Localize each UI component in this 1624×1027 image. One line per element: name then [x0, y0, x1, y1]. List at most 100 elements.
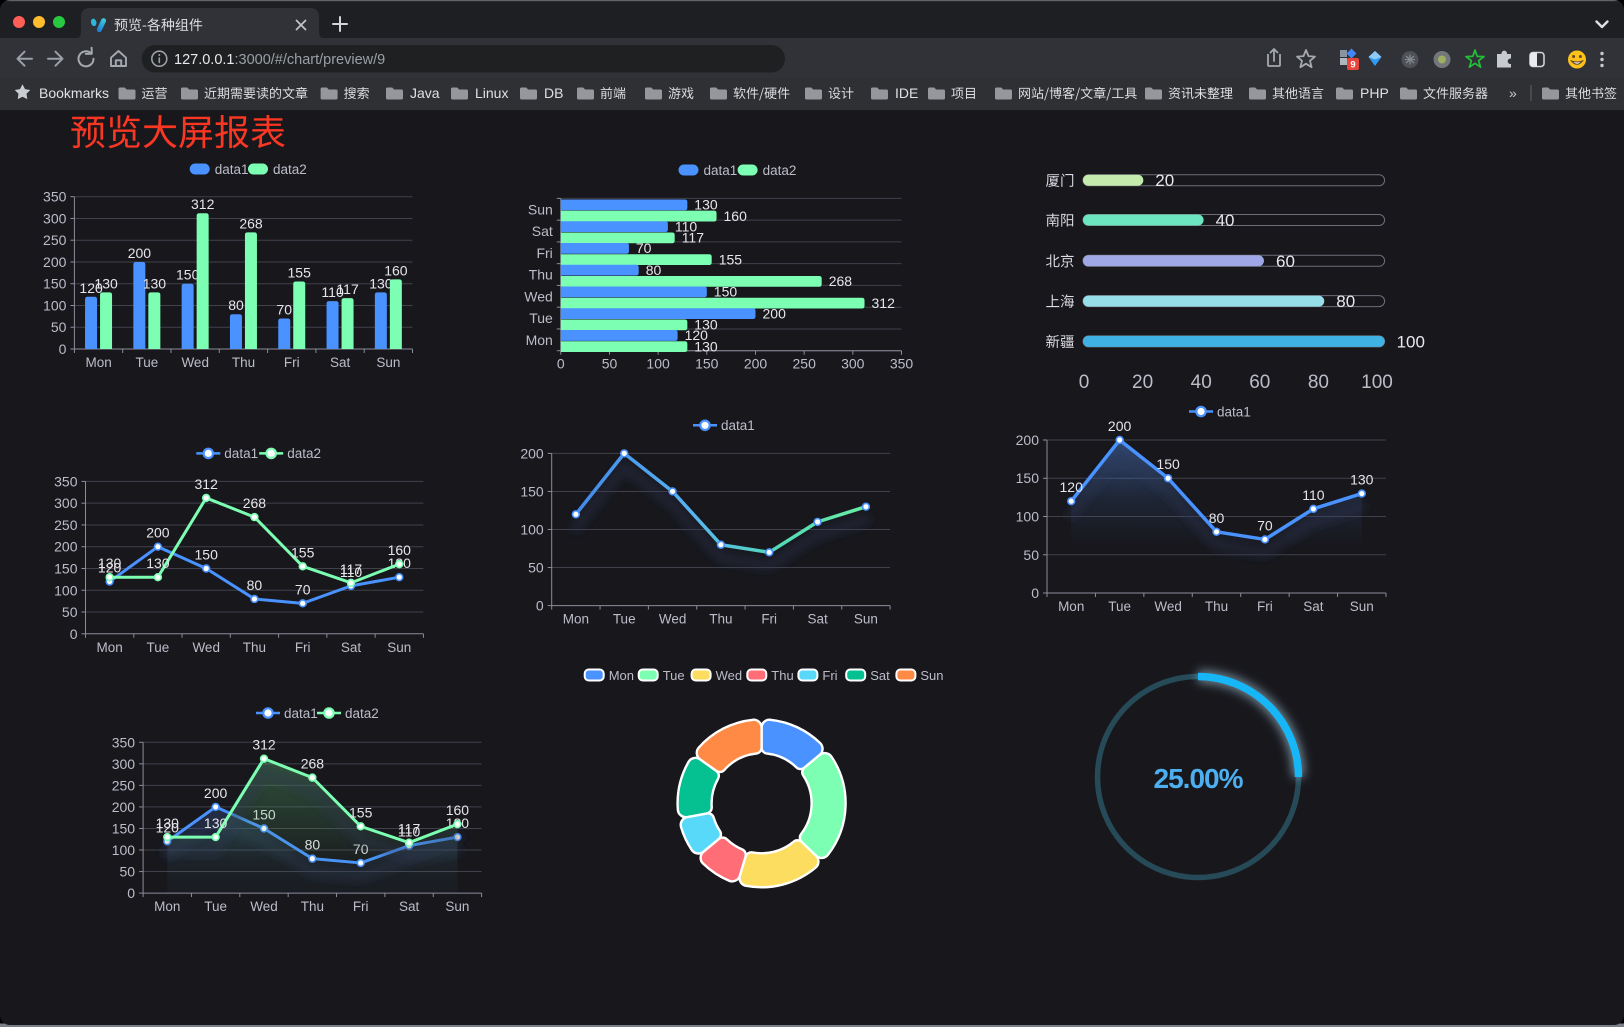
svg-text:Mon: Mon	[609, 668, 634, 683]
svg-text:155: 155	[291, 544, 315, 560]
svg-text:50: 50	[528, 560, 544, 576]
svg-text:Sun: Sun	[387, 640, 411, 655]
svg-text:0: 0	[536, 598, 544, 614]
svg-text:Mon: Mon	[526, 332, 553, 348]
svg-text:110: 110	[398, 824, 421, 840]
svg-text:200: 200	[763, 306, 787, 322]
svg-text:250: 250	[112, 777, 136, 793]
svg-text:150: 150	[1016, 470, 1040, 486]
svg-text:0: 0	[1079, 372, 1090, 393]
svg-text:250: 250	[793, 356, 817, 372]
svg-text:120: 120	[98, 560, 122, 576]
svg-text:150: 150	[112, 821, 136, 837]
svg-text:Wed: Wed	[716, 668, 743, 683]
svg-text:25.00%: 25.00%	[1154, 763, 1244, 794]
svg-text:268: 268	[239, 215, 263, 231]
svg-text:200: 200	[43, 254, 67, 270]
svg-text:100: 100	[112, 842, 136, 858]
svg-text:200: 200	[1108, 418, 1132, 434]
svg-text:200: 200	[520, 445, 544, 461]
svg-text:Sat: Sat	[399, 899, 420, 914]
svg-text:155: 155	[719, 251, 743, 267]
svg-text:0: 0	[1031, 585, 1039, 601]
svg-text:Sun: Sun	[376, 355, 400, 370]
svg-text:Linux: Linux	[475, 85, 508, 101]
svg-text:100: 100	[520, 522, 544, 538]
svg-text:Sun: Sun	[1350, 599, 1374, 614]
svg-text:Wed: Wed	[250, 899, 278, 914]
svg-text:Tue: Tue	[1108, 599, 1131, 614]
svg-text:120: 120	[79, 280, 103, 296]
svg-text:Fri: Fri	[295, 640, 311, 655]
svg-text:Wed: Wed	[659, 612, 687, 627]
svg-text:300: 300	[43, 211, 67, 227]
svg-text:150: 150	[43, 276, 67, 292]
svg-text:130: 130	[146, 555, 170, 571]
svg-text:Tue: Tue	[204, 899, 227, 914]
svg-text:Bookmarks: Bookmarks	[39, 85, 109, 101]
svg-text:data2: data2	[763, 163, 797, 178]
svg-text:Mon: Mon	[96, 640, 122, 655]
svg-text:100: 100	[1016, 509, 1040, 525]
svg-text:Java: Java	[410, 85, 440, 101]
svg-text:150: 150	[1156, 456, 1180, 472]
svg-text:100: 100	[1361, 372, 1393, 393]
svg-text:70: 70	[1257, 518, 1273, 534]
svg-text:130: 130	[369, 275, 393, 291]
svg-text:150: 150	[714, 284, 738, 300]
svg-text:312: 312	[872, 295, 896, 311]
svg-text:200: 200	[204, 785, 228, 801]
svg-text:PHP: PHP	[1360, 85, 1389, 101]
svg-text:100: 100	[1397, 332, 1425, 351]
svg-text:110: 110	[1302, 487, 1325, 503]
svg-text:117: 117	[398, 821, 421, 837]
svg-text:Wed: Wed	[181, 355, 209, 370]
svg-text:200: 200	[112, 799, 136, 815]
svg-text:Sat: Sat	[341, 640, 362, 655]
svg-text:Sun: Sun	[445, 899, 469, 914]
svg-text:Thu: Thu	[709, 612, 732, 627]
svg-text:200: 200	[128, 245, 152, 261]
svg-text:80: 80	[1336, 292, 1355, 311]
svg-text:20: 20	[1155, 171, 1174, 190]
svg-text:350: 350	[43, 189, 67, 205]
svg-text:160: 160	[724, 208, 748, 224]
svg-text:350: 350	[54, 473, 78, 489]
svg-text:120: 120	[685, 327, 709, 343]
svg-text:120: 120	[156, 819, 180, 835]
svg-text:Thu: Thu	[529, 267, 553, 283]
svg-text:data2: data2	[287, 446, 321, 461]
svg-text:Mon: Mon	[85, 355, 111, 370]
svg-text:130: 130	[94, 275, 118, 291]
svg-text:250: 250	[43, 232, 67, 248]
svg-text:50: 50	[51, 319, 67, 335]
svg-text:0: 0	[557, 356, 565, 372]
svg-text:Wed: Wed	[1154, 599, 1182, 614]
svg-text:Thu: Thu	[771, 668, 793, 683]
svg-text:0: 0	[59, 341, 67, 357]
svg-text:300: 300	[112, 756, 136, 772]
svg-text:Wed: Wed	[524, 288, 553, 304]
svg-text:160: 160	[446, 802, 470, 818]
svg-text:60: 60	[1249, 372, 1270, 393]
svg-text:Mon: Mon	[1058, 599, 1084, 614]
svg-text:Sat: Sat	[870, 668, 890, 683]
svg-text:Fri: Fri	[1257, 599, 1273, 614]
svg-text:50: 50	[62, 604, 78, 620]
svg-text:Tue: Tue	[613, 612, 636, 627]
svg-text:100: 100	[646, 356, 670, 372]
svg-text:150: 150	[695, 356, 719, 372]
svg-text:40: 40	[1216, 211, 1235, 230]
svg-text:350: 350	[890, 356, 914, 372]
svg-text:0: 0	[70, 626, 78, 642]
svg-text:60: 60	[1276, 252, 1295, 271]
svg-text:Mon: Mon	[154, 899, 180, 914]
svg-text:50: 50	[1023, 547, 1039, 563]
svg-text:20: 20	[1132, 372, 1153, 393]
svg-text:Thu: Thu	[232, 355, 255, 370]
svg-text:155: 155	[349, 804, 373, 820]
svg-text:120: 120	[1060, 479, 1084, 495]
svg-text:312: 312	[191, 196, 215, 212]
svg-text:40: 40	[1191, 372, 1212, 393]
svg-text:IDE: IDE	[895, 85, 918, 101]
